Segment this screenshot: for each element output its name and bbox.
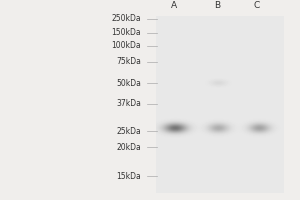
FancyBboxPatch shape — [156, 17, 284, 193]
Text: B: B — [214, 1, 220, 10]
Text: 20kDa: 20kDa — [116, 143, 141, 152]
Text: 150kDa: 150kDa — [112, 28, 141, 37]
Text: 37kDa: 37kDa — [116, 99, 141, 108]
Text: 100kDa: 100kDa — [112, 41, 141, 50]
Text: 250kDa: 250kDa — [112, 14, 141, 23]
Text: 25kDa: 25kDa — [116, 127, 141, 136]
Text: 15kDa: 15kDa — [116, 172, 141, 181]
Text: 50kDa: 50kDa — [116, 79, 141, 88]
Text: C: C — [254, 1, 260, 10]
Text: A: A — [171, 1, 177, 10]
Text: 75kDa: 75kDa — [116, 57, 141, 66]
